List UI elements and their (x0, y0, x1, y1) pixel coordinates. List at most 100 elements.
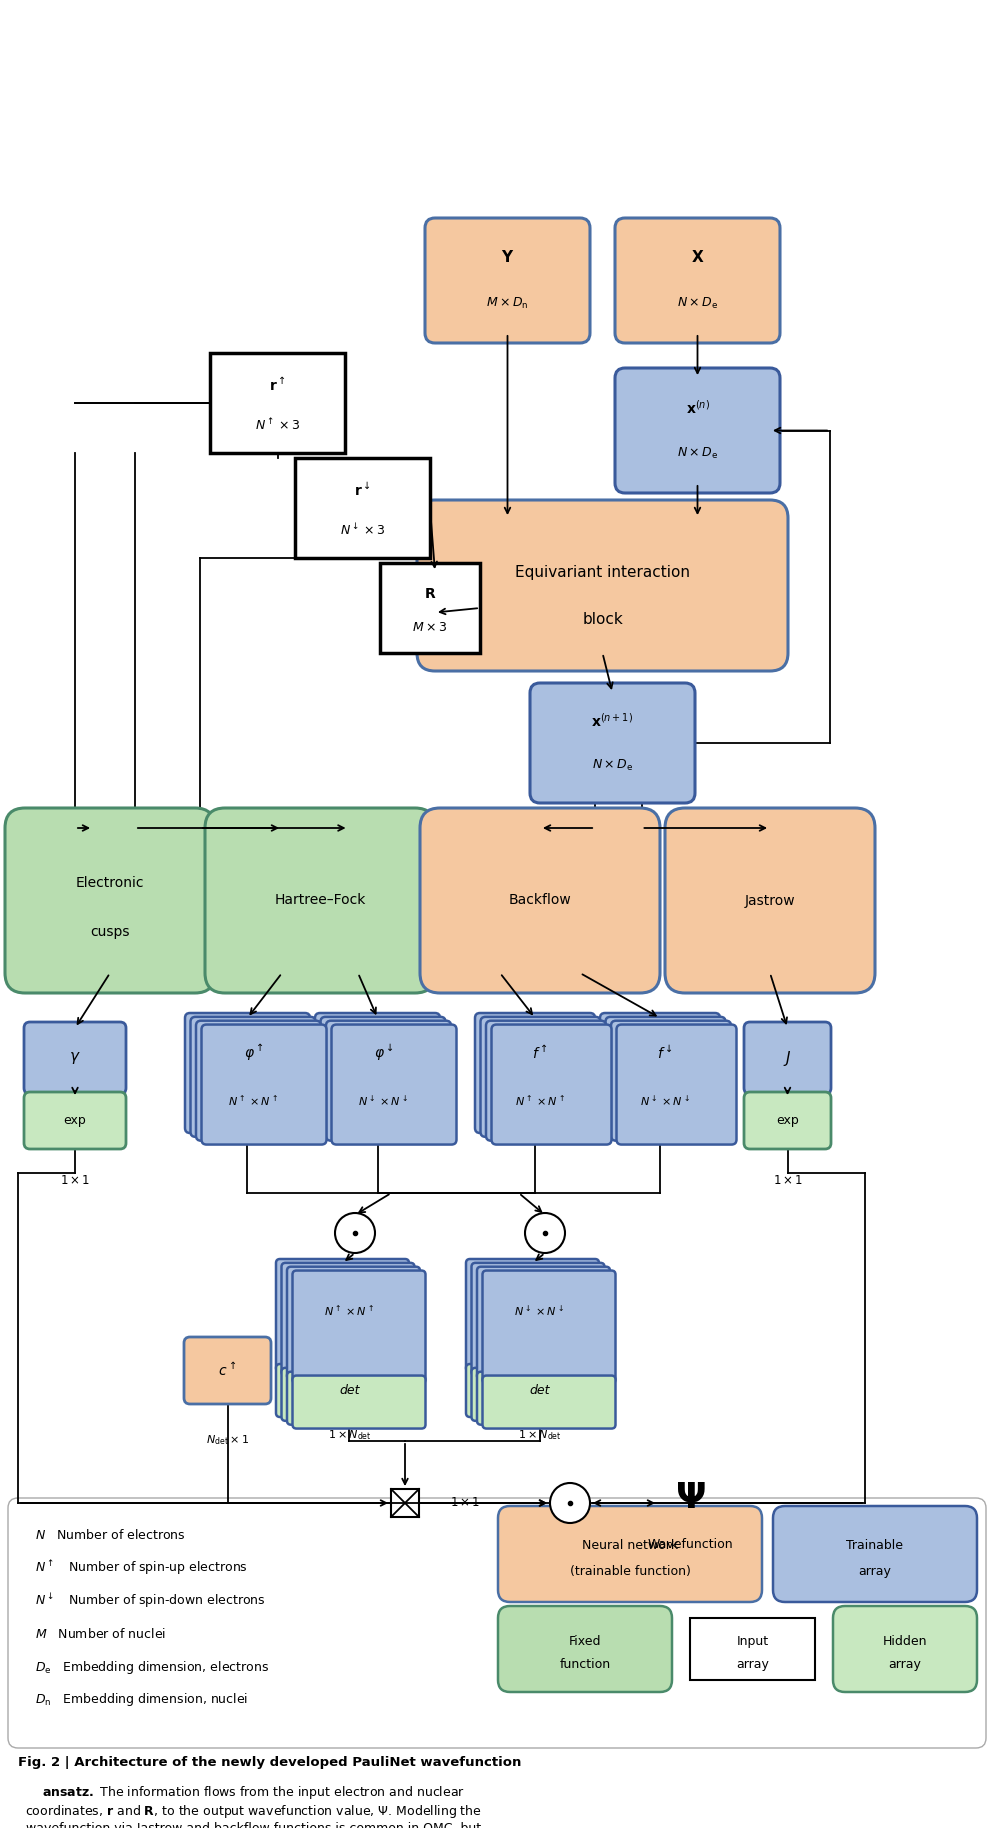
Text: exp: exp (64, 1113, 86, 1128)
FancyBboxPatch shape (185, 1013, 310, 1133)
Text: Equivariant interaction: Equivariant interaction (515, 565, 690, 579)
Text: $D_\mathrm{e}$   Embedding dimension, electrons: $D_\mathrm{e}$ Embedding dimension, elec… (35, 1658, 269, 1676)
Text: $M \times 3$: $M \times 3$ (413, 622, 447, 634)
FancyBboxPatch shape (292, 1375, 425, 1428)
Text: $N$   Number of electrons: $N$ Number of electrons (35, 1528, 186, 1543)
FancyBboxPatch shape (287, 1267, 420, 1380)
Text: $\varphi^\uparrow$: $\varphi^\uparrow$ (244, 1044, 263, 1064)
Text: $N^\uparrow$   Number of spin-up electrons: $N^\uparrow$ Number of spin-up electrons (35, 1559, 248, 1578)
Text: $c^\uparrow$: $c^\uparrow$ (219, 1362, 237, 1378)
FancyBboxPatch shape (498, 1506, 762, 1601)
Text: Fixed: Fixed (569, 1634, 601, 1649)
Text: Electronic: Electronic (76, 876, 144, 890)
Text: exp: exp (776, 1113, 799, 1128)
FancyBboxPatch shape (482, 1270, 615, 1384)
FancyBboxPatch shape (466, 1364, 599, 1417)
Text: Neural network: Neural network (581, 1539, 678, 1552)
Text: $M$   Number of nuclei: $M$ Number of nuclei (35, 1627, 166, 1642)
Text: array: array (889, 1658, 921, 1671)
Text: Wavefunction: Wavefunction (647, 1539, 733, 1552)
FancyBboxPatch shape (615, 218, 780, 344)
FancyBboxPatch shape (281, 1367, 414, 1420)
Text: $N \times D_\mathrm{e}$: $N \times D_\mathrm{e}$ (591, 757, 633, 773)
Text: $N \times D_\mathrm{e}$: $N \times D_\mathrm{e}$ (677, 296, 718, 311)
Bar (295, 459, 430, 558)
FancyBboxPatch shape (471, 1367, 604, 1420)
FancyBboxPatch shape (24, 1022, 126, 1093)
Text: $\boldsymbol{\Psi}$: $\boldsymbol{\Psi}$ (675, 1481, 706, 1515)
FancyBboxPatch shape (600, 1013, 720, 1133)
FancyBboxPatch shape (530, 684, 695, 802)
Text: Jastrow: Jastrow (745, 894, 795, 907)
Text: $1 \times 1$: $1 \times 1$ (60, 1175, 90, 1188)
FancyBboxPatch shape (332, 1024, 456, 1144)
Text: $N^\downarrow$   Number of spin-down electrons: $N^\downarrow$ Number of spin-down elect… (35, 1592, 265, 1610)
Text: $N^\downarrow \times N^\downarrow$: $N^\downarrow \times N^\downarrow$ (640, 1093, 690, 1108)
Bar (210, 353, 345, 453)
Bar (391, 1490, 419, 1517)
Text: $1 \times N_\mathrm{det}$: $1 \times N_\mathrm{det}$ (328, 1428, 372, 1442)
Text: Hidden: Hidden (883, 1634, 927, 1649)
FancyBboxPatch shape (498, 1607, 672, 1693)
FancyBboxPatch shape (605, 1016, 726, 1137)
Text: $N_\mathrm{det} \times 1$: $N_\mathrm{det} \times 1$ (207, 1433, 249, 1448)
Text: (trainable function): (trainable function) (570, 1565, 691, 1579)
FancyBboxPatch shape (5, 808, 215, 993)
Text: Backflow: Backflow (509, 894, 572, 907)
FancyBboxPatch shape (184, 1336, 271, 1404)
Text: Input: Input (737, 1634, 768, 1649)
Text: $\mathbf{r}^\downarrow$: $\mathbf{r}^\downarrow$ (354, 481, 371, 499)
Text: $N^\uparrow \times N^\uparrow$: $N^\uparrow \times N^\uparrow$ (324, 1303, 375, 1318)
Text: array: array (859, 1565, 892, 1579)
Text: $\mathbf{X}$: $\mathbf{X}$ (691, 249, 704, 265)
Text: Fig. 2 | Architecture of the newly developed PauliNet wavefunction: Fig. 2 | Architecture of the newly devel… (18, 1757, 522, 1770)
Text: $N^\uparrow \times N^\uparrow$: $N^\uparrow \times N^\uparrow$ (515, 1093, 565, 1108)
FancyBboxPatch shape (315, 1013, 440, 1133)
FancyBboxPatch shape (276, 1259, 409, 1373)
Text: $N^\uparrow \times 3$: $N^\uparrow \times 3$ (254, 417, 300, 433)
FancyBboxPatch shape (420, 808, 660, 993)
FancyBboxPatch shape (320, 1016, 445, 1137)
FancyBboxPatch shape (191, 1016, 315, 1137)
FancyBboxPatch shape (475, 1013, 595, 1133)
Text: det: det (339, 1384, 360, 1397)
Text: $\mathbf{ansatz.}$ The information flows from the input electron and nuclear
coo: $\mathbf{ansatz.}$ The information flows… (18, 1784, 489, 1828)
Text: $\varphi^\downarrow$: $\varphi^\downarrow$ (374, 1044, 394, 1064)
Text: $N^\downarrow \times N^\downarrow$: $N^\downarrow \times N^\downarrow$ (515, 1303, 565, 1318)
Text: $N^\uparrow \times N^\uparrow$: $N^\uparrow \times N^\uparrow$ (229, 1093, 278, 1108)
FancyBboxPatch shape (482, 1375, 615, 1428)
Text: $D_\mathrm{n}$   Embedding dimension, nuclei: $D_\mathrm{n}$ Embedding dimension, nucl… (35, 1691, 248, 1709)
FancyBboxPatch shape (466, 1259, 599, 1373)
FancyBboxPatch shape (615, 367, 780, 494)
FancyBboxPatch shape (276, 1364, 409, 1417)
Text: function: function (560, 1658, 610, 1671)
FancyBboxPatch shape (281, 1263, 414, 1376)
FancyBboxPatch shape (486, 1020, 606, 1141)
Text: $\mathbf{x}^{(n+1)}$: $\mathbf{x}^{(n+1)}$ (591, 713, 633, 729)
Text: $N \times D_\mathrm{e}$: $N \times D_\mathrm{e}$ (677, 446, 718, 461)
FancyBboxPatch shape (833, 1607, 977, 1693)
FancyBboxPatch shape (744, 1091, 831, 1150)
Circle shape (550, 1483, 590, 1523)
FancyBboxPatch shape (480, 1016, 600, 1137)
Text: $\mathbf{x}^{(n)}$: $\mathbf{x}^{(n)}$ (686, 399, 710, 417)
Text: block: block (582, 612, 623, 627)
Circle shape (525, 1214, 565, 1252)
FancyBboxPatch shape (202, 1024, 326, 1144)
FancyBboxPatch shape (417, 501, 788, 671)
Text: $\mathbf{R}$: $\mathbf{R}$ (423, 587, 436, 601)
Text: $\gamma$: $\gamma$ (70, 1049, 81, 1066)
Text: $f^\uparrow$: $f^\uparrow$ (532, 1044, 548, 1062)
Text: $N^\downarrow \times 3$: $N^\downarrow \times 3$ (340, 523, 386, 537)
FancyBboxPatch shape (8, 1497, 986, 1748)
FancyBboxPatch shape (611, 1020, 731, 1141)
Text: Trainable: Trainable (847, 1539, 904, 1552)
FancyBboxPatch shape (744, 1022, 831, 1093)
FancyBboxPatch shape (292, 1270, 425, 1384)
FancyBboxPatch shape (616, 1024, 737, 1144)
Text: cusps: cusps (90, 925, 130, 940)
FancyBboxPatch shape (24, 1091, 126, 1150)
Text: $N^\downarrow \times N^\downarrow$: $N^\downarrow \times N^\downarrow$ (359, 1093, 409, 1108)
FancyBboxPatch shape (287, 1371, 420, 1424)
Circle shape (335, 1214, 375, 1252)
